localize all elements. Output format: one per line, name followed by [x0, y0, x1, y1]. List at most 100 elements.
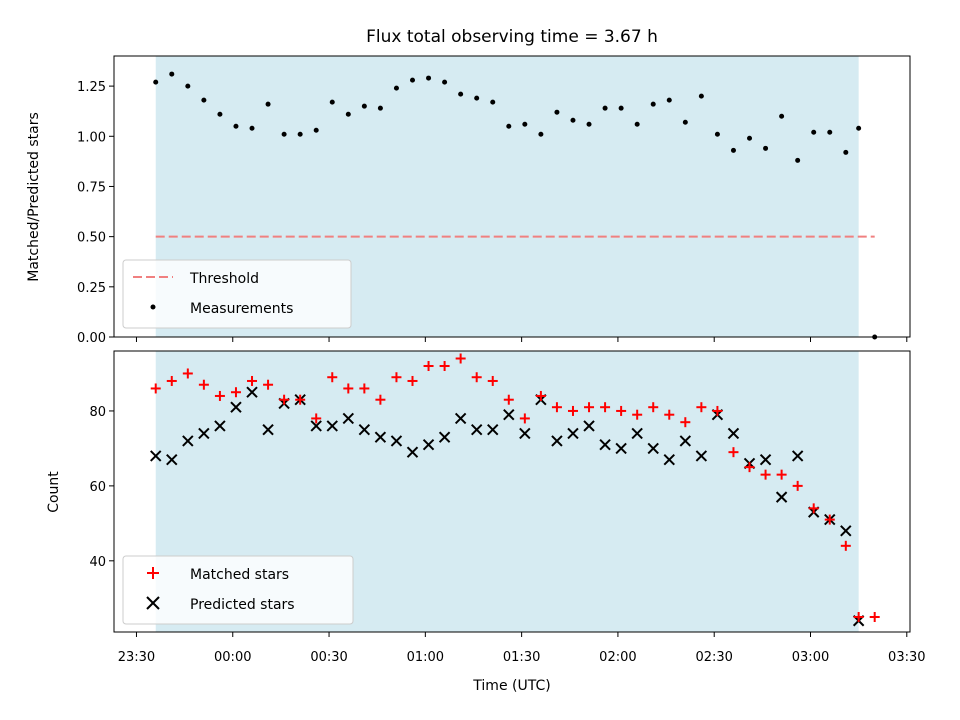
- measurement-point: [313, 127, 319, 133]
- matched-star-point: [808, 503, 819, 514]
- x-tick-label: 01:30: [503, 650, 540, 665]
- measurement-point: [169, 71, 175, 77]
- predicted-star-point: [422, 438, 435, 451]
- matched-star-point: [824, 514, 835, 525]
- matched-star-point: [198, 379, 209, 390]
- matched-star-point: [359, 383, 370, 394]
- predicted-star-point: [487, 423, 499, 436]
- measurement-point: [201, 97, 207, 103]
- predicted-star-point: [647, 442, 659, 455]
- predicted-star-point: [727, 427, 740, 440]
- matched-star-point: [295, 394, 306, 405]
- predicted-star-point: [599, 438, 611, 451]
- legend-threshold-label: Threshold: [189, 271, 259, 287]
- x-tick-label: 00:30: [310, 650, 347, 665]
- measurement-point: [329, 99, 335, 105]
- top-x-ticks: [135, 337, 908, 342]
- matched-star-point: [680, 417, 691, 428]
- matched-star-point: [391, 372, 402, 383]
- x-axis-label: Time (UTC): [472, 678, 550, 694]
- matched-star-point: [584, 402, 595, 413]
- matched-star-point: [840, 540, 851, 551]
- measurement-point: [506, 123, 512, 129]
- y-tick-label: 1.25: [77, 80, 106, 95]
- predicted-star-point: [166, 453, 178, 466]
- matched-star-point: [327, 372, 338, 383]
- top-legend: Threshold Measurements: [122, 259, 352, 329]
- measurement-point: [843, 149, 849, 155]
- legend-matched-label: Matched stars: [190, 567, 289, 583]
- y-tick-label: 0.50: [77, 231, 106, 246]
- measurement-point: [345, 111, 351, 117]
- measurement-point: [393, 85, 399, 91]
- predicted-star-point: [791, 450, 804, 462]
- matched-star-point: [853, 612, 864, 623]
- top-plot-frame: [113, 55, 911, 338]
- predicted-star-point: [342, 412, 355, 425]
- measurement-point: [682, 119, 688, 125]
- measurement-point: [410, 77, 415, 83]
- matched-star-point: [728, 447, 739, 458]
- matched-star-point: [166, 375, 177, 386]
- y-tick-label: 40: [89, 555, 106, 570]
- predicted-star-point: [374, 431, 387, 443]
- y-tick-label: 0.25: [77, 281, 106, 296]
- x-tick-label: 03:00: [792, 650, 829, 665]
- matched-star-point: [567, 405, 578, 416]
- predicted-star-point: [262, 423, 274, 436]
- measurement-point: [554, 109, 560, 115]
- matched-star-point: [648, 402, 659, 413]
- measurement-point: [281, 131, 287, 137]
- measurement-point: [747, 135, 753, 141]
- measurement-point: [856, 125, 862, 131]
- matched-star-point: [744, 462, 755, 473]
- measurement-points: [153, 71, 878, 340]
- matched-star-point: [776, 469, 787, 480]
- matched-star-point: [455, 353, 466, 364]
- predicted-star-point: [775, 491, 788, 503]
- measurement-point: [698, 93, 704, 99]
- x-tick-label: 02:30: [695, 650, 732, 665]
- measurement-point: [795, 157, 801, 163]
- predicted-star-point: [695, 450, 708, 462]
- matched-star-point: [263, 379, 274, 390]
- bottom-y-axis-label: Count: [46, 471, 62, 513]
- matched-star-point: [760, 469, 771, 480]
- y-tick-label: 1.00: [77, 130, 106, 145]
- predicted-star-point: [759, 453, 772, 466]
- predicted-star-point: [326, 420, 338, 432]
- predicted-star-point: [246, 386, 258, 398]
- measurement-point: [730, 147, 736, 153]
- predicted-star-point: [438, 431, 451, 443]
- matched-star-point: [551, 402, 562, 413]
- top-y-axis: 0.00 0.25 0.50 0.75 1.00 1.25: [77, 80, 114, 346]
- matched-star-point: [869, 612, 880, 623]
- measurement-point: [602, 105, 608, 111]
- y-tick-label: 80: [89, 405, 106, 420]
- measurement-point: [779, 113, 785, 119]
- predicted-star-point: [406, 446, 419, 458]
- predicted-star-point: [454, 412, 467, 425]
- bottom-x-axis: 23:30 00:00 00:30 01:00 01:30 02:00 02:30 03:00…: [118, 632, 926, 665]
- bottom-legend: Matched stars Predicted stars: [122, 555, 354, 625]
- legend-measurement-swatch: [150, 304, 156, 310]
- bottom-y-axis: 40 60 80: [89, 405, 114, 570]
- matched-star-point: [214, 390, 225, 401]
- predicted-star-point: [503, 408, 515, 421]
- chart-title: Flux total observing time = 3.67 h: [366, 27, 658, 47]
- top-panel: 0.00 0.25 0.50 0.75 1.00 1.25 Matched/Predict…: [26, 55, 911, 346]
- measurement-point: [377, 105, 383, 111]
- y-tick-label: 60: [89, 480, 106, 495]
- measurement-point: [666, 97, 672, 103]
- matched-star-point: [230, 387, 241, 398]
- predicted-star-point: [214, 420, 226, 432]
- measurement-point: [297, 131, 303, 137]
- matched-star-point: [632, 409, 643, 420]
- matched-star-point: [600, 402, 611, 413]
- predicted-star-point: [615, 442, 627, 455]
- predicted-star-point: [567, 427, 579, 440]
- measurement-point: [763, 145, 769, 151]
- predicted-star-point: [198, 427, 210, 440]
- predicted-star-point: [631, 427, 643, 440]
